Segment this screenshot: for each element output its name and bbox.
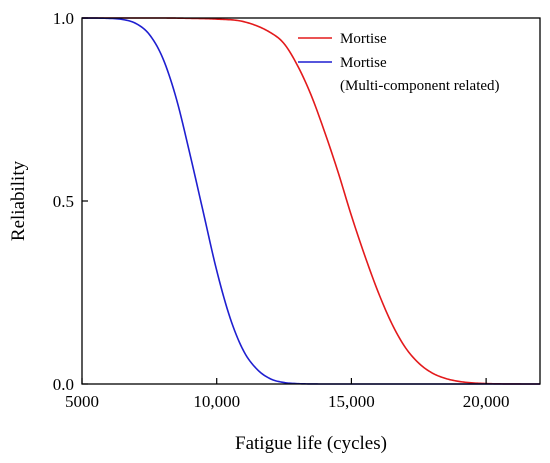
legend: Mortise Mortise (Multi-component related… xyxy=(298,31,500,94)
x-tick-label: 5000 xyxy=(65,392,99,411)
y-tick-label: 0.5 xyxy=(53,192,74,211)
x-tick-label: 15,000 xyxy=(328,392,375,411)
legend-label-mortise: Mortise xyxy=(340,31,387,47)
legend-label-mortise-multi-line2: (Multi-component related) xyxy=(340,78,500,94)
x-tick-label: 20,000 xyxy=(463,392,510,411)
x-axis-ticks: 5000 10,000 15,000 20,000 xyxy=(65,378,509,411)
y-axis-ticks: 0.0 0.5 1.0 xyxy=(53,9,88,394)
series-line-0 xyxy=(82,17,540,385)
plot-lines xyxy=(81,17,540,385)
y-tick-label: 0.0 xyxy=(53,375,74,394)
legend-label-mortise-multi: Mortise xyxy=(340,55,387,71)
series-line-1 xyxy=(81,17,540,385)
y-axis-label: Reliability xyxy=(8,160,29,241)
y-tick-label: 1.0 xyxy=(53,9,74,28)
x-tick-label: 10,000 xyxy=(193,392,240,411)
x-axis-label: Fatigue life (cycles) xyxy=(235,433,387,454)
plot-area-frame xyxy=(81,17,541,385)
